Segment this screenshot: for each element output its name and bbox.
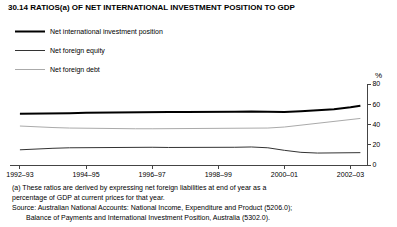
svg-text:Source: Australian National Ac: Source: Australian National Accounts: Na… xyxy=(12,204,292,212)
svg-text:Net foreign equity: Net foreign equity xyxy=(50,47,105,55)
svg-text:20: 20 xyxy=(372,141,380,148)
svg-text:Balance of Payments and Intern: Balance of Payments and International In… xyxy=(26,214,270,222)
svg-text:1996–97: 1996–97 xyxy=(139,171,166,178)
svg-text:Net foreign debt: Net foreign debt xyxy=(50,66,100,74)
svg-text:30.14 RATIOS(a) OF NET INTERNA: 30.14 RATIOS(a) OF NET INTERNATIONAL INV… xyxy=(8,3,296,12)
svg-text:%: % xyxy=(375,71,382,80)
svg-text:80: 80 xyxy=(372,80,380,87)
svg-text:percentage of GDP at current p: percentage of GDP at current prices for … xyxy=(12,194,165,202)
svg-text:Net international investment p: Net international investment position xyxy=(50,28,163,36)
svg-text:40: 40 xyxy=(372,121,380,128)
svg-text:1992–93: 1992–93 xyxy=(6,171,33,178)
svg-text:(a) These ratios are derived b: (a) These ratios are derived by expressi… xyxy=(12,184,266,192)
svg-text:1994–95: 1994–95 xyxy=(72,171,99,178)
svg-text:2000–01: 2000–01 xyxy=(271,171,298,178)
svg-text:0: 0 xyxy=(372,161,376,168)
svg-text:1998–99: 1998–99 xyxy=(205,171,232,178)
svg-text:60: 60 xyxy=(372,101,380,108)
svg-text:2002–03: 2002–03 xyxy=(337,171,364,178)
